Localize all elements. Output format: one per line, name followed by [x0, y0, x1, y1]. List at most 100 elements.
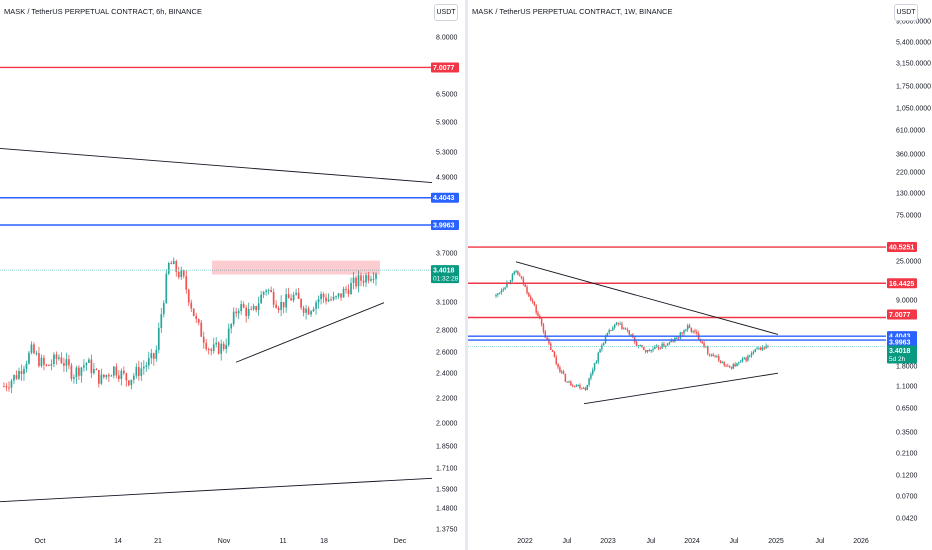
candle-body	[367, 275, 370, 281]
candle-body	[322, 293, 325, 298]
time-axis-tick: Jul	[563, 538, 572, 545]
candle-body	[125, 373, 128, 381]
candle-body	[522, 278, 525, 285]
price-axis-tick: 5.9000	[436, 120, 458, 127]
candle-body	[55, 354, 58, 359]
candle-body	[98, 370, 100, 384]
time-axis-tick: Jul	[816, 538, 825, 545]
candle-body	[247, 309, 250, 316]
time-axis-tick: 14	[114, 538, 122, 545]
candle-body	[517, 271, 519, 275]
price-tag	[431, 220, 459, 231]
candle-body	[220, 343, 223, 354]
candle-body	[292, 294, 295, 301]
candle-body	[756, 348, 758, 350]
candle-body	[83, 365, 85, 368]
candle-body	[728, 366, 731, 368]
candle-body	[559, 367, 561, 372]
candle-body	[635, 341, 638, 346]
candle-body	[73, 377, 75, 379]
candle-body	[132, 375, 135, 380]
candle-body	[245, 307, 248, 316]
candle-body	[370, 279, 372, 281]
chart-canvas-left[interactable]: 8.00006.50005.90005.30004.90004.50004.10…	[0, 0, 465, 550]
candle-body	[688, 325, 691, 328]
candle-body	[150, 353, 153, 359]
candle-body	[40, 357, 43, 366]
candle-body	[748, 355, 751, 357]
candle-body	[524, 284, 526, 287]
candle-body	[668, 342, 671, 344]
candle-body	[710, 354, 713, 356]
candle-body	[60, 357, 63, 364]
candle-body	[761, 347, 764, 350]
price-axis-tick: 3,150.0000	[896, 61, 931, 68]
candle-body	[50, 364, 53, 366]
candle-body	[290, 298, 292, 301]
time-axis-tick: 11	[279, 538, 286, 545]
price-axis-tick: 2.4000	[436, 371, 458, 378]
candle-body	[707, 346, 709, 354]
candle-body	[115, 366, 118, 376]
candle-body	[103, 374, 105, 378]
time-axis-tick: Jul	[730, 538, 739, 545]
candle-body	[551, 349, 554, 352]
candle-body	[110, 375, 113, 377]
candle-body	[122, 370, 125, 374]
candle-body	[68, 359, 70, 366]
pane-divider[interactable]	[465, 0, 468, 550]
candle-body	[152, 353, 155, 359]
currency-unit-button-right[interactable]: USDT	[894, 4, 918, 21]
candle-body	[127, 380, 130, 386]
candle-body	[147, 358, 150, 366]
price-axis-tick: 9,000.0000	[896, 19, 931, 26]
candle-body	[537, 312, 539, 316]
price-tag-label: 7.0077	[433, 65, 455, 72]
candle-body	[187, 289, 190, 303]
candle-body	[571, 385, 574, 387]
chart-canvas-right[interactable]: 9,000.0000 5,400.0000 3,150.0000 1,750.0000…	[468, 0, 932, 550]
chart-title-left: MASK / TetherUS PERPETUAL CONTRACT, 6h, …	[4, 7, 202, 16]
candle-body	[215, 342, 218, 345]
candle-body	[666, 343, 669, 346]
candle-body	[160, 314, 163, 328]
candle-body	[568, 381, 570, 383]
candle-body	[747, 355, 749, 361]
candle-body	[20, 371, 23, 374]
price-axis-tick: 2.6000	[436, 350, 458, 357]
price-axis-tick: 5.3000	[436, 150, 458, 157]
candle-body	[548, 339, 550, 344]
candle-body	[320, 293, 322, 300]
candle-body	[45, 364, 48, 366]
candle-body	[498, 292, 501, 294]
price-tag-label: 4.4043	[433, 195, 455, 202]
candle-body	[694, 330, 696, 332]
price-axis-tick: 0.2100	[896, 451, 918, 458]
candle-body	[592, 369, 594, 375]
chart-pane-right[interactable]: 9,000.0000 5,400.0000 3,150.0000 1,750.0000…	[468, 0, 932, 550]
candle-body	[732, 364, 735, 369]
candle-body	[330, 299, 332, 301]
candle-body	[145, 365, 148, 367]
candle-body	[30, 344, 33, 353]
candle-body	[696, 331, 698, 334]
candle-body	[137, 367, 140, 376]
candle-body	[601, 345, 603, 350]
candle-body	[337, 293, 340, 297]
chart-pane-left[interactable]: 8.00006.50005.90005.30004.90004.50004.10…	[0, 0, 465, 550]
candle-body	[88, 359, 90, 363]
candle-body	[734, 364, 736, 367]
candle-body	[282, 301, 285, 308]
candle-body	[340, 293, 342, 298]
currency-unit-button-left[interactable]: USDT	[434, 4, 458, 21]
candle-body	[599, 349, 601, 353]
candle-body	[606, 332, 609, 337]
candle-body	[672, 340, 674, 342]
candle-body	[730, 366, 733, 369]
price-axis-tick: 1.1000	[896, 384, 918, 391]
candle-body	[714, 356, 716, 358]
price-tag-label: 3.9963	[433, 223, 455, 230]
candle-body	[657, 345, 660, 349]
price-axis-tick: 2.8000	[436, 328, 458, 335]
candle-body	[355, 277, 357, 287]
